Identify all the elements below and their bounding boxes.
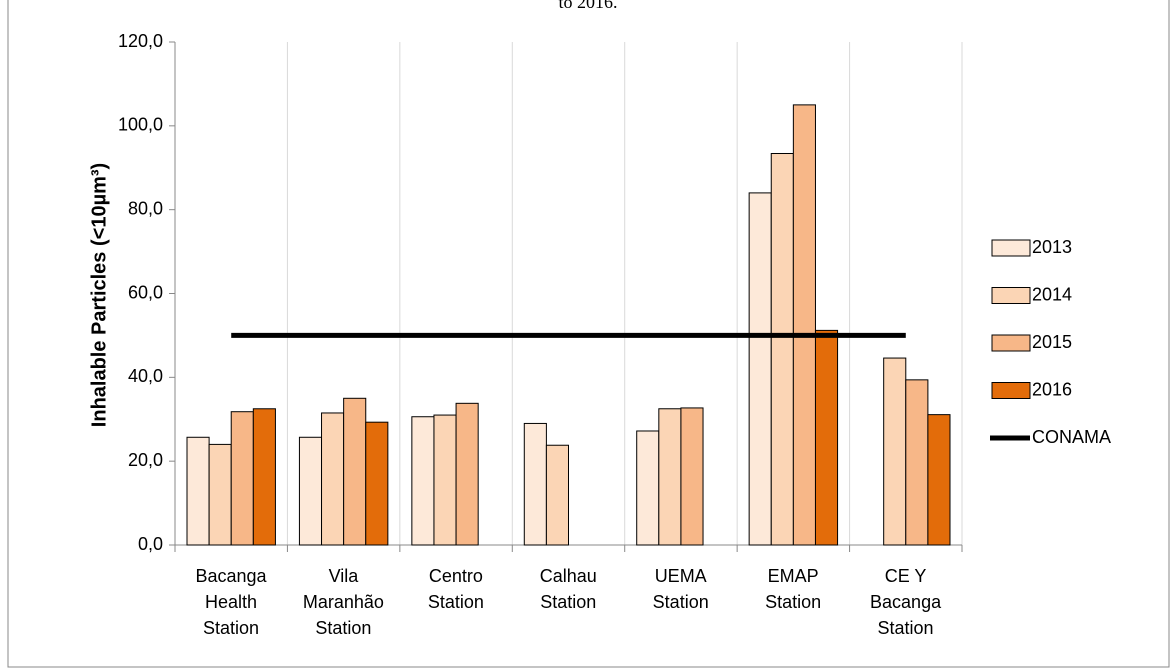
chart-title: to 2016. <box>558 0 617 12</box>
bar <box>658 408 682 546</box>
x-tick-label: Centro Station <box>427 566 484 612</box>
chart-frame <box>7 0 1170 668</box>
y-tick-label: 120,0 <box>118 31 163 51</box>
x-tick-label: CE Y Bacanga Station <box>870 566 942 638</box>
bar <box>883 357 907 546</box>
x-tick-label: Calhau Station <box>539 566 597 612</box>
bar <box>343 397 367 546</box>
bar <box>411 416 435 546</box>
legend-swatch <box>991 382 1031 399</box>
bar <box>321 412 345 546</box>
y-tick-label: 40,0 <box>128 366 163 386</box>
bar <box>680 407 704 546</box>
bar <box>298 436 323 546</box>
bar <box>927 414 951 546</box>
legend-swatch <box>991 287 1031 304</box>
legend-label: 2013 <box>1032 237 1072 257</box>
bar <box>770 152 794 546</box>
legend-label: CONAMA <box>1032 427 1111 447</box>
x-tick-label: Vila Maranhão Station <box>302 566 384 638</box>
bar <box>814 329 839 546</box>
legend-label: 2016 <box>1032 379 1072 399</box>
bar <box>230 411 254 546</box>
x-tick-label: EMAP Station <box>765 566 822 612</box>
y-axis-label: Inhalable Particles (<10µm³) <box>88 163 110 427</box>
legend-swatch <box>991 239 1031 257</box>
bar <box>905 379 929 546</box>
x-tick-label: UEMA Station <box>652 566 709 612</box>
bar <box>523 422 547 546</box>
bar <box>455 402 479 546</box>
bar <box>636 430 660 546</box>
y-tick-label: 80,0 <box>128 198 163 218</box>
bar <box>252 408 276 546</box>
legend-label: 2014 <box>1032 284 1072 304</box>
legend-label: 2015 <box>1032 332 1072 352</box>
bar <box>748 192 772 546</box>
bar <box>365 421 389 546</box>
x-tick-label: Bacanga Health Station <box>195 566 267 638</box>
bar <box>433 414 457 546</box>
y-tick-label: 60,0 <box>128 282 163 302</box>
bar <box>186 436 210 546</box>
bar <box>208 443 232 546</box>
y-tick-label: 0,0 <box>138 534 163 554</box>
legend-swatch <box>991 334 1031 352</box>
y-tick-label: 20,0 <box>128 450 163 470</box>
bar <box>792 104 816 546</box>
bar <box>545 444 570 546</box>
y-tick-label: 100,0 <box>118 115 163 135</box>
